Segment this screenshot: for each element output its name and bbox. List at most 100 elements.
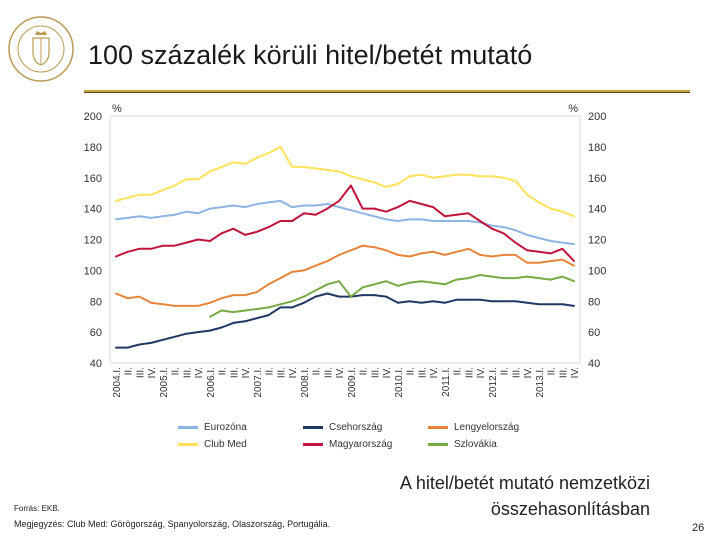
y-tick-label-right: 180	[588, 142, 606, 154]
data-point-szlov-kia	[432, 281, 434, 284]
data-point-euroz-na	[232, 204, 235, 207]
x-tick-label: III.	[511, 367, 522, 378]
x-tick-label: III.	[370, 367, 381, 378]
data-point-euroz-na	[326, 203, 329, 205]
legend-swatch	[303, 426, 323, 429]
data-point-euroz-na	[338, 206, 340, 208]
data-point-club-med	[549, 207, 552, 210]
y-tick-label-left: 80	[90, 296, 102, 308]
plot-area	[109, 115, 581, 364]
data-point-euroz-na	[444, 220, 446, 222]
legend-swatch	[178, 443, 198, 446]
data-point-csehorsz-g	[361, 294, 364, 296]
data-point-euroz-na	[455, 220, 458, 222]
y-tick-label-right: 100	[588, 265, 606, 277]
data-point-club-med	[385, 186, 387, 188]
data-point-csehorsz-g	[314, 295, 317, 298]
data-point-club-med	[150, 193, 152, 196]
legend-label: Lengyelország	[454, 422, 520, 433]
x-tick-label: II.	[406, 367, 417, 375]
legend-label: Magyarország	[329, 439, 393, 450]
data-point-magyarorsz-g	[138, 247, 141, 250]
data-point-szlov-kia	[279, 303, 282, 306]
data-point-magyarorsz-g	[338, 200, 340, 202]
data-point-csehorsz-g	[397, 301, 399, 304]
data-point-euroz-na	[138, 215, 141, 218]
x-tick-label: IV.	[194, 367, 205, 378]
x-tick-label: IV.	[429, 367, 440, 378]
x-tick-label: IV.	[241, 367, 252, 378]
data-point-club-med	[455, 173, 458, 176]
data-point-club-med	[220, 166, 223, 168]
data-point-club-med	[209, 170, 211, 173]
data-point-club-med	[267, 152, 270, 154]
data-point-csehorsz-g	[197, 331, 200, 333]
data-point-csehorsz-g	[291, 306, 293, 309]
data-point-csehorsz-g	[491, 300, 493, 303]
x-tick-label: 2009.I.	[347, 367, 358, 398]
data-point-lengyelorsz-g	[220, 297, 223, 300]
data-point-euroz-na	[244, 206, 247, 208]
chart-legend: Eurozóna Club Med Csehország Magyarország Le…	[170, 420, 530, 456]
data-point-lengyelorsz-g	[538, 261, 540, 264]
data-point-csehorsz-g	[573, 305, 575, 307]
data-point-club-med	[314, 167, 317, 170]
data-point-club-med	[326, 169, 329, 171]
x-tick-label: II.	[124, 367, 135, 375]
data-point-szlov-kia	[244, 309, 247, 312]
data-point-lengyelorsz-g	[338, 254, 340, 256]
legend-swatch	[428, 426, 448, 429]
data-point-magyarorsz-g	[420, 203, 423, 205]
x-tick-label: II.	[265, 367, 276, 375]
data-point-lengyelorsz-g	[373, 246, 376, 249]
x-tick-label: II.	[547, 367, 558, 375]
data-point-club-med	[526, 193, 528, 196]
data-point-szlov-kia	[538, 277, 540, 279]
legend-label: Eurozóna	[204, 422, 247, 433]
data-point-euroz-na	[303, 204, 305, 207]
data-point-magyarorsz-g	[573, 260, 575, 262]
x-tick-label: 2008.I.	[300, 367, 311, 398]
data-point-lengyelorsz-g	[244, 294, 247, 296]
data-point-csehorsz-g	[526, 301, 528, 304]
data-point-csehorsz-g	[373, 294, 376, 296]
data-point-szlov-kia	[373, 283, 376, 286]
x-tick-label: III.	[229, 367, 240, 378]
data-point-magyarorsz-g	[209, 240, 211, 242]
data-point-euroz-na	[514, 229, 517, 232]
data-point-club-med	[573, 215, 575, 218]
data-point-lengyelorsz-g	[561, 258, 564, 261]
series-line-lengyelorsz-g	[115, 244, 575, 307]
x-tick-label: II.	[218, 367, 229, 375]
data-point-club-med	[338, 170, 340, 173]
data-point-magyarorsz-g	[397, 206, 399, 208]
data-point-euroz-na	[350, 209, 352, 212]
x-tick-label: IV.	[476, 367, 487, 378]
data-point-lengyelorsz-g	[126, 297, 129, 300]
data-point-szlov-kia	[561, 275, 564, 278]
data-point-club-med	[291, 166, 293, 168]
legend-swatch	[303, 443, 323, 446]
data-point-csehorsz-g	[279, 306, 282, 309]
data-point-lengyelorsz-g	[455, 250, 458, 253]
data-point-szlov-kia	[338, 280, 340, 283]
data-point-lengyelorsz-g	[397, 254, 399, 256]
data-point-csehorsz-g	[385, 295, 387, 298]
data-point-club-med	[126, 196, 129, 199]
data-point-lengyelorsz-g	[279, 277, 282, 279]
data-point-magyarorsz-g	[455, 213, 458, 216]
data-point-lengyelorsz-g	[267, 283, 270, 286]
loan-deposit-ratio-chart: 40 40 60 60 80 80 100 100 120 120 140 140 160 160 180 1…	[84, 103, 607, 398]
data-point-szlov-kia	[479, 274, 481, 276]
data-point-club-med	[279, 146, 282, 148]
data-point-lengyelorsz-g	[256, 291, 258, 293]
data-point-szlov-kia	[361, 286, 364, 289]
series-line-club-med	[115, 145, 575, 218]
data-point-club-med	[444, 175, 446, 178]
legend-item: Szlovákia	[428, 439, 497, 450]
legend-item: Lengyelország	[428, 422, 519, 433]
x-tick-label: II.	[312, 367, 323, 375]
bank-seal-logo	[8, 16, 74, 82]
x-tick-label: 2010.I.	[394, 367, 405, 398]
x-tick-label: III.	[135, 367, 146, 378]
